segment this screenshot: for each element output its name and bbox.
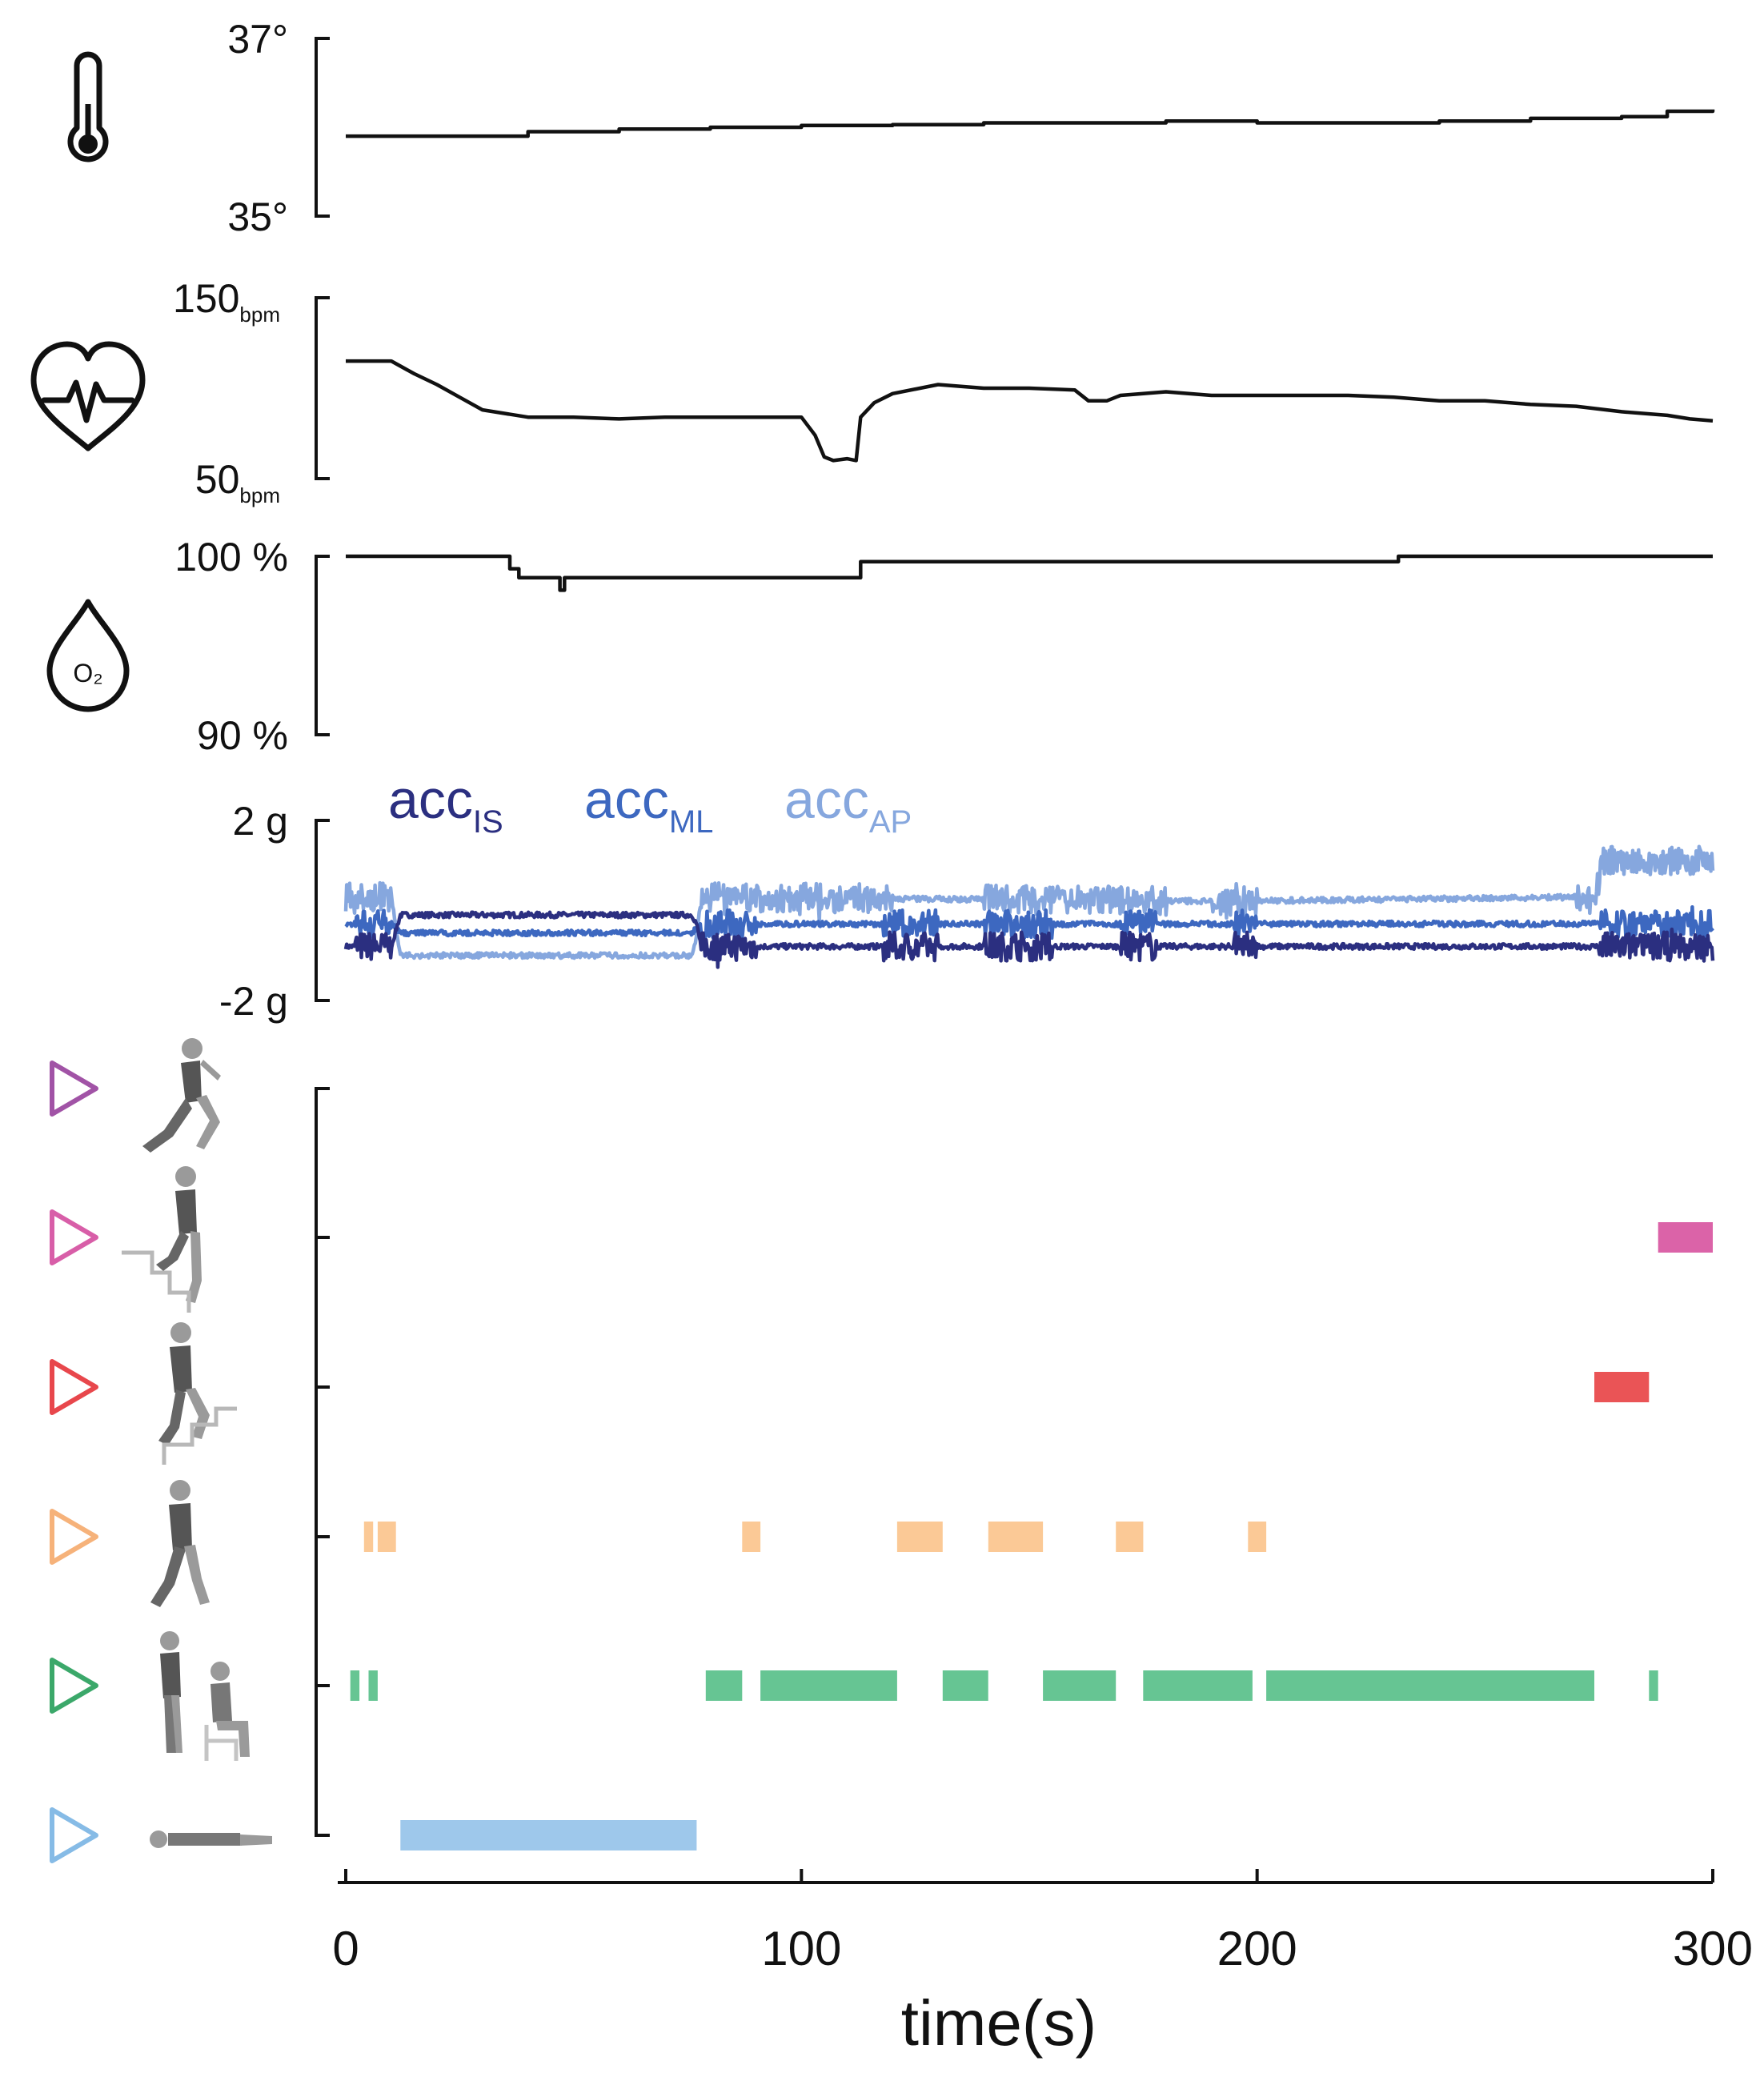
activity-bar-4-4	[942, 1670, 988, 1701]
accelerometer-panel: 2 g -2 g accIS accML accAP	[219, 769, 1715, 1024]
heart-rate-y-axis	[315, 296, 330, 480]
stairs-up-figure-icon	[122, 1166, 202, 1313]
accelerometer-tick-bottom: -2 g	[219, 979, 288, 1024]
heart-rate-tick-top: 150bpm	[173, 276, 280, 327]
thermometer-icon	[67, 51, 109, 162]
activity-bar-4-5	[1043, 1670, 1117, 1701]
activity-bar-1-0	[1658, 1222, 1713, 1253]
acc-ap-line	[343, 844, 1715, 960]
activity-bar-4-2	[705, 1670, 743, 1701]
activity-bar-3-6	[1248, 1522, 1267, 1552]
acc-is-line	[343, 910, 1715, 969]
activity-bar-3-0	[363, 1522, 374, 1552]
o2-icon-label: O₂	[73, 659, 102, 688]
row-marker-5	[50, 1807, 98, 1863]
legend-acc-ap: accAP	[784, 769, 912, 840]
activity-bar-4-6	[1143, 1670, 1253, 1701]
running-figure-icon	[142, 1038, 221, 1153]
x-tick-label-300: 300	[1673, 1922, 1753, 1975]
activity-bar-4-3	[760, 1670, 897, 1701]
row-marker-3	[50, 1509, 98, 1565]
oxygen-panel: 100 % 90 %	[174, 535, 1713, 758]
activity-bar-2-0	[1594, 1372, 1650, 1402]
temperature-tick-top: 37°	[227, 17, 288, 62]
activity-bar-4-1	[368, 1670, 378, 1701]
heart-rate-icon	[30, 341, 146, 451]
activity-bar-5-0	[400, 1820, 697, 1850]
x-axis-label: time(s)	[901, 1987, 1096, 2059]
temperature-y-axis	[315, 37, 330, 218]
legend-acc-is: accIS	[388, 769, 503, 840]
temperature-line-0	[346, 109, 1715, 138]
lying-figure-icon	[150, 1830, 272, 1848]
accelerometer-tick-top: 2 g	[232, 799, 288, 844]
row-marker-4	[50, 1658, 98, 1714]
x-tick-label-0: 0	[332, 1922, 359, 1975]
oxygen-drop-icon: O₂	[46, 599, 130, 712]
oxygen-saturation-y-axis	[315, 555, 330, 736]
standing-sitting-figure-icon	[160, 1631, 250, 1761]
temperature-panel: 37° 35°	[227, 17, 1715, 239]
legend-acc-ml: accML	[584, 769, 713, 840]
accelerometer-y-axis	[315, 819, 330, 1002]
row-marker-1	[50, 1209, 98, 1265]
activity-bar-4-0	[350, 1670, 360, 1701]
activity-panel: 0 100 200 300 time(s)	[50, 1061, 1753, 2059]
acc-ml-line	[344, 904, 1714, 940]
row-marker-2	[50, 1359, 98, 1415]
activity-y-axis	[315, 1087, 330, 1837]
oxygen-saturation-tick-bottom: 90 %	[197, 713, 288, 758]
row-marker-0	[50, 1061, 98, 1117]
activity-bar-4-7	[1266, 1670, 1594, 1701]
heart-rate-panel: 150bpm 50bpm	[173, 276, 1714, 507]
activity-bar-3-4	[988, 1522, 1044, 1552]
oxygen-saturation-tick-top: 100 %	[174, 535, 288, 579]
walking-figure-icon	[150, 1480, 210, 1607]
activity-bar-3-2	[742, 1522, 761, 1552]
stairs-down-figure-icon	[158, 1322, 237, 1465]
activity-bar-3-5	[1116, 1522, 1144, 1552]
activity-bar-3-1	[377, 1522, 396, 1552]
x-tick-label-200: 200	[1217, 1922, 1297, 1975]
x-tick-label-100: 100	[761, 1922, 841, 1975]
heart-rate-line-0	[346, 359, 1714, 463]
temperature-tick-bottom: 35°	[227, 194, 288, 239]
activity-bar-4-8	[1649, 1670, 1658, 1701]
oxygen-saturation-line-0	[346, 554, 1713, 592]
activity-bar-3-3	[896, 1522, 943, 1552]
heart-rate-tick-bottom: 50bpm	[195, 457, 280, 507]
